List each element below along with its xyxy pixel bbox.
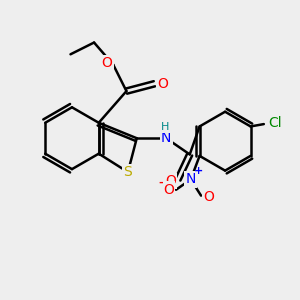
Text: +: + (194, 166, 203, 176)
Text: O: O (163, 183, 174, 197)
Text: N: N (186, 172, 196, 186)
Text: N: N (161, 131, 171, 145)
Text: Cl: Cl (268, 116, 282, 130)
Text: O: O (165, 174, 176, 188)
Text: H: H (160, 122, 169, 132)
Text: O: O (101, 56, 112, 70)
Text: O: O (203, 190, 214, 204)
Text: -: - (158, 177, 163, 188)
Text: O: O (157, 77, 168, 91)
Text: S: S (124, 165, 132, 179)
